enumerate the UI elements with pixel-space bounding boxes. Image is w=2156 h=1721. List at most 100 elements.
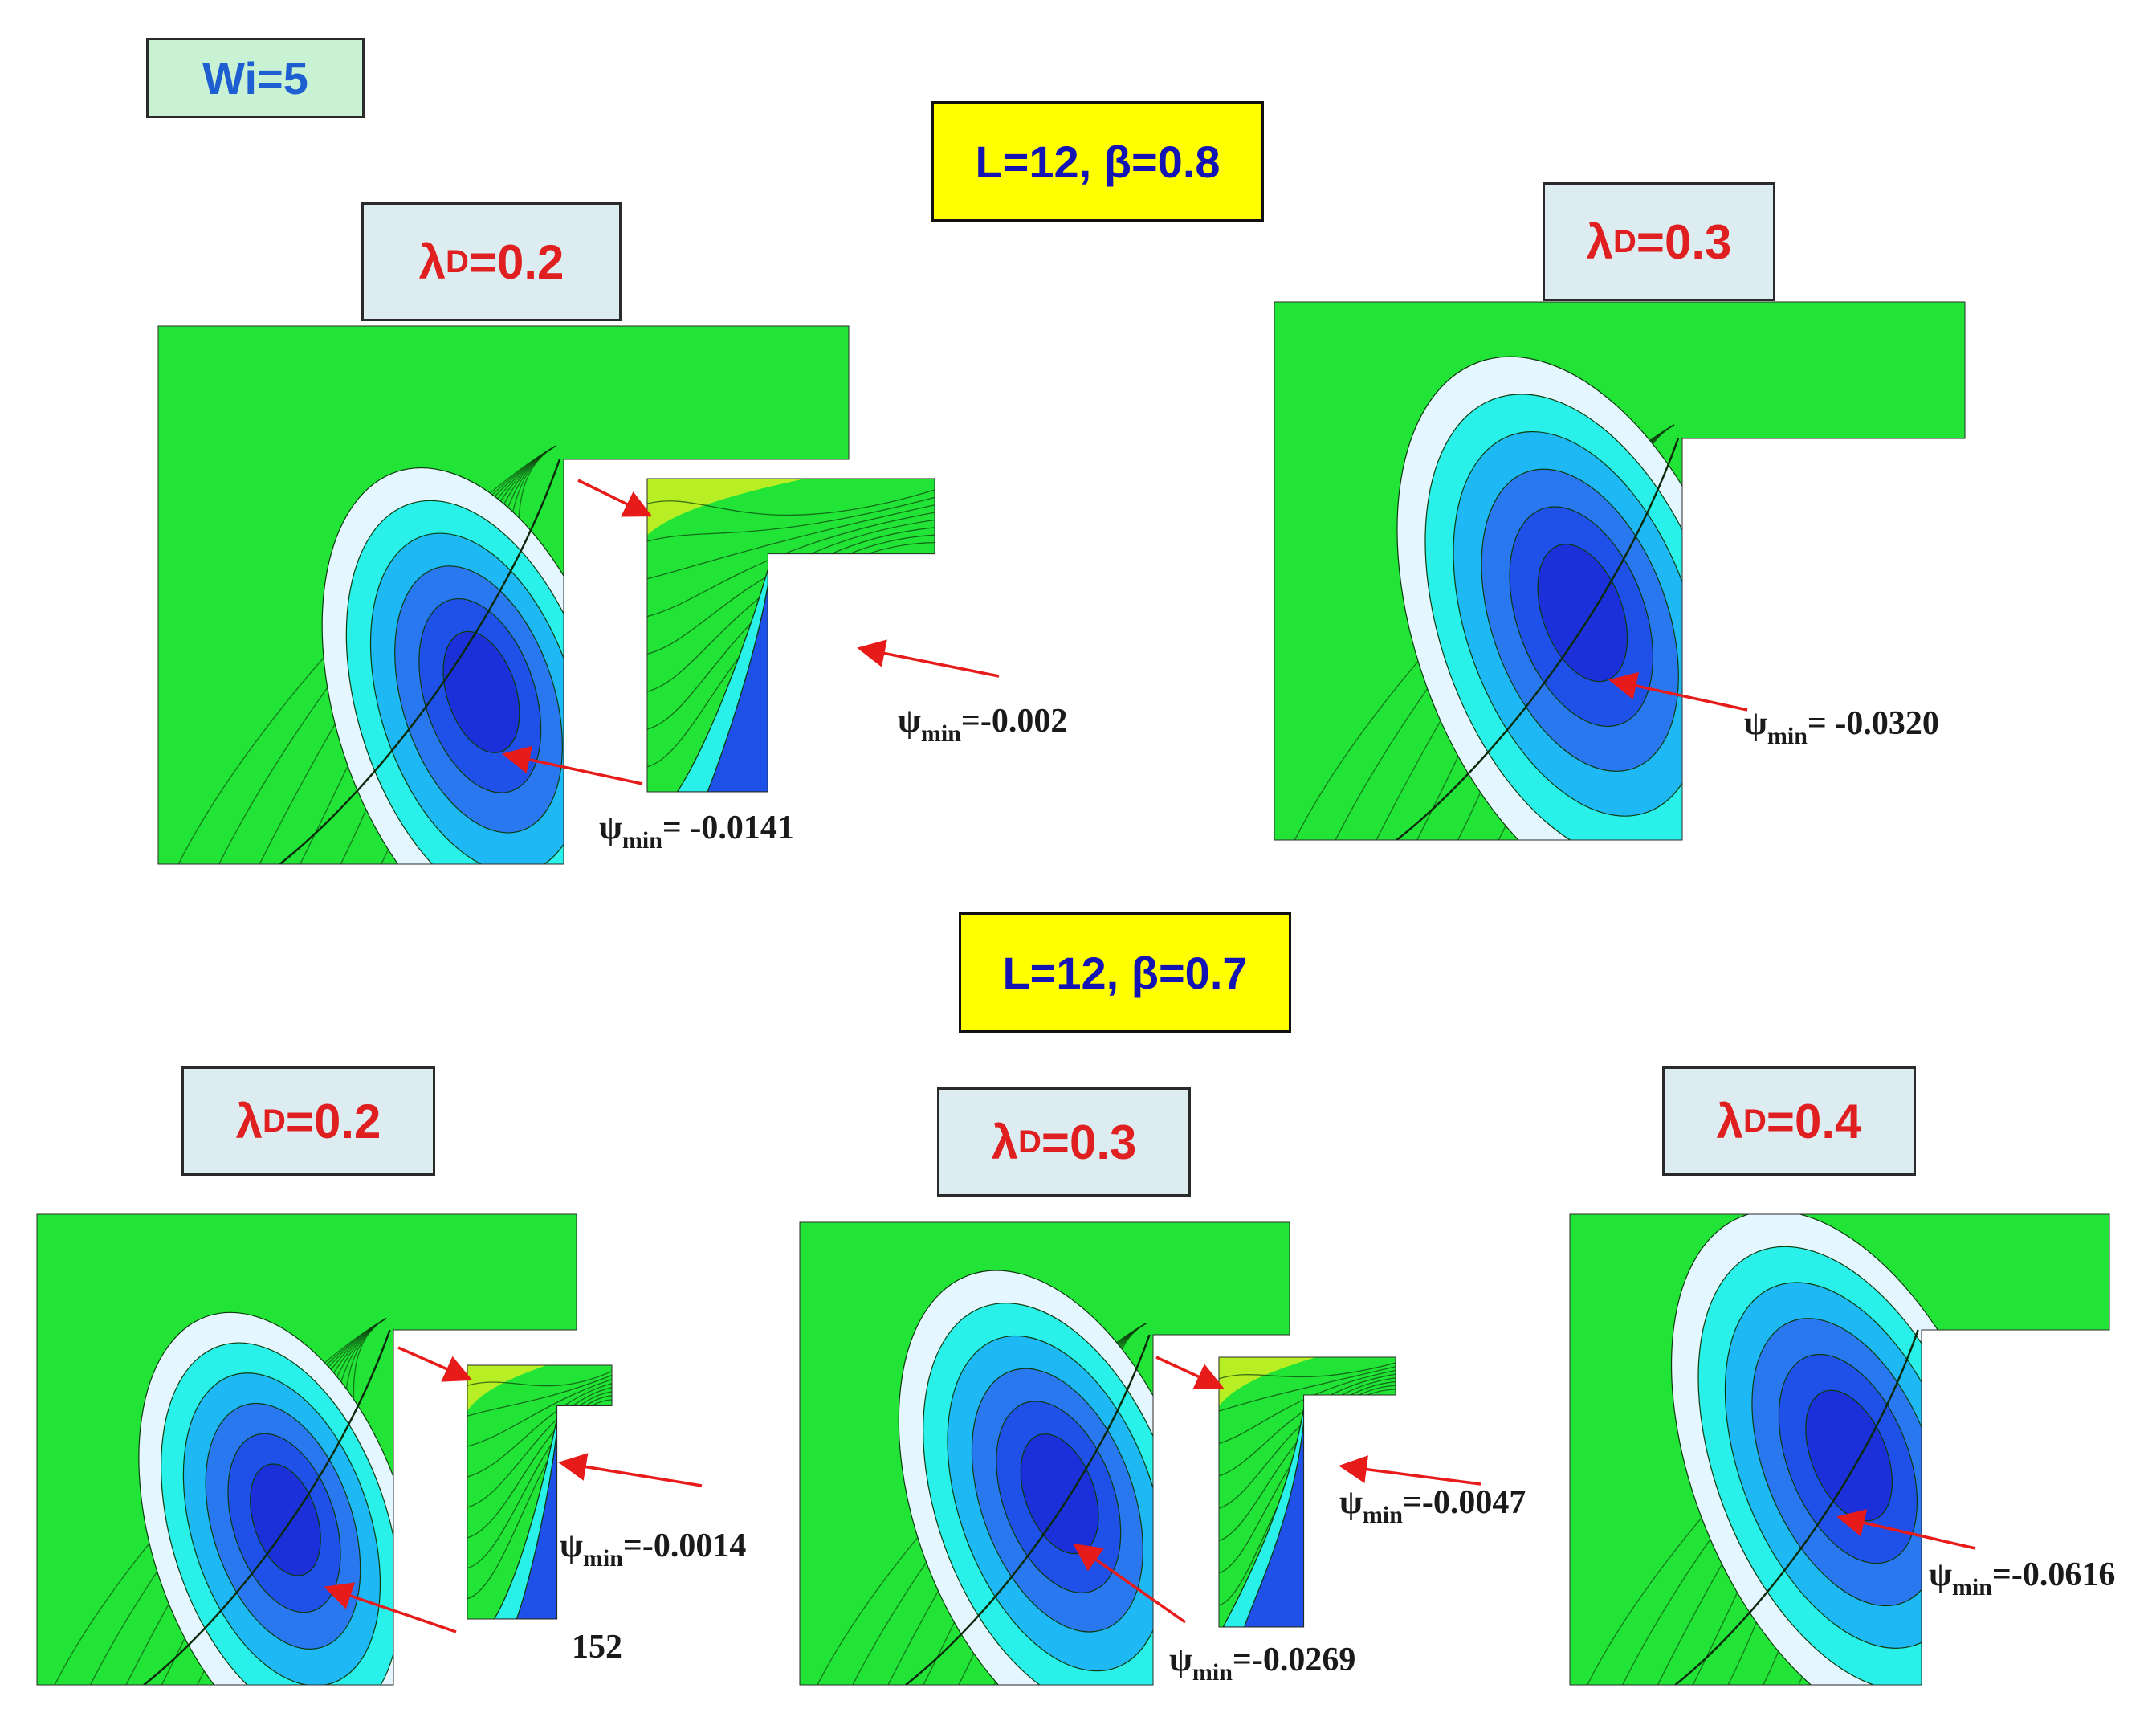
- psi-value: =-0.0014: [622, 1527, 747, 1564]
- inset-contour-line: [467, 1395, 612, 1569]
- lambda-symbol: λ: [1586, 214, 1614, 269]
- inset-contour-line: [647, 489, 935, 516]
- contour-fill-group: [158, 326, 849, 864]
- vortex-contour: [1805, 1389, 1893, 1522]
- inset-contour-line: [467, 1370, 612, 1387]
- lambda-symbol: λ: [418, 234, 446, 289]
- case-label-beta-0-8: L=12, β=0.8: [931, 101, 1264, 222]
- psi-min-label-inset-beta-0-7-lambda-0-3: ψmin=-0.0047: [1339, 1486, 1526, 1527]
- annotation-arrow: [577, 479, 653, 517]
- annotation-arrow: [324, 1582, 457, 1633]
- inset-contour-beta-0-8-lambda-0-2: [646, 478, 935, 793]
- contour-fill-group: [1570, 1214, 2109, 1685]
- inset-contour-beta-0-7-lambda-0-3: [1218, 1356, 1396, 1628]
- annotation-arrow: [1155, 1356, 1225, 1390]
- annotation-arrow: [502, 745, 643, 785]
- psi-subscript: min: [582, 1545, 623, 1572]
- lambda-value: =0.2: [468, 234, 564, 289]
- vortex-contour: [1537, 544, 1628, 683]
- psi-value: = -0.0141: [662, 810, 794, 846]
- inset-band: [1219, 1357, 1316, 1406]
- psi-min-label-beta-0-7-lambda-0-2: ψmin=-0.0014: [560, 1529, 746, 1571]
- vortex-contour: [250, 1463, 321, 1576]
- contour-panel-beta-0-7-lambda-0-4: [1569, 1213, 2110, 1686]
- psi-min-label-beta-0-7-lambda-0-3: ψmin=-0.0269: [1169, 1643, 1355, 1685]
- panel-outline: [1569, 1213, 2110, 1686]
- inset-contour-line: [1219, 1366, 1396, 1412]
- separating-streamline: [905, 1334, 1151, 1685]
- inset-outline: [467, 1364, 613, 1620]
- lambda-subscript: D: [1018, 1124, 1041, 1160]
- inset-vortex-core: [516, 1431, 558, 1619]
- lambda-symbol: λ: [991, 1115, 1019, 1169]
- lambda-value: =0.2: [285, 1094, 381, 1148]
- inset-contour-line: [1219, 1377, 1396, 1509]
- psi-min-label-inset-beta-0-8-lambda-0-2: ψmin=-0.002: [898, 704, 1067, 746]
- lambda-label-top-right: λ D =0.3: [1543, 182, 1775, 301]
- psi-min-label-beta-0-8-lambda-0-2: ψmin= -0.0141: [599, 811, 794, 853]
- psi-symbol: ψ: [1929, 1556, 1952, 1593]
- inset-vortex-core: [707, 585, 769, 792]
- vortex-contour: [442, 630, 520, 753]
- separating-streamline: [1674, 1329, 1919, 1685]
- inset-contour-line: [1219, 1362, 1396, 1380]
- annotation-arrow: [1608, 671, 1748, 712]
- annotation-arrow: [1339, 1455, 1481, 1486]
- lambda-label-top-left: λ D =0.2: [361, 202, 622, 321]
- inset-contour-line: [1219, 1380, 1396, 1542]
- panel-outline: [157, 325, 850, 865]
- separating-streamline: [279, 459, 561, 864]
- psi-symbol: ψ: [1744, 705, 1767, 742]
- psi-symbol: ψ: [560, 1527, 583, 1564]
- separating-streamline: [143, 1329, 391, 1685]
- lambda-value: =0.3: [1636, 214, 1732, 269]
- lambda-label-bottom-left: λ D =0.2: [181, 1066, 435, 1176]
- lambda-subscript: D: [446, 243, 469, 279]
- psi-subscript: min: [1192, 1659, 1233, 1686]
- inset-contour-line: [647, 519, 935, 655]
- annotation-arrow: [857, 639, 1000, 678]
- inset-contour-line: [1219, 1373, 1396, 1477]
- inset-outline: [646, 478, 935, 793]
- psi-symbol: ψ: [1169, 1641, 1192, 1678]
- wi-label: Wi=5: [146, 38, 365, 118]
- contour-band: [158, 326, 849, 864]
- case-label-beta-0-7: L=12, β=0.7: [959, 912, 1291, 1033]
- inset-band: [467, 1365, 547, 1411]
- inset-contour-line: [647, 504, 935, 580]
- psi-subscript: min: [622, 827, 662, 854]
- lambda-label-bottom-right: λ D =0.4: [1662, 1066, 1916, 1176]
- panel-outline: [36, 1213, 577, 1686]
- psi-symbol: ψ: [1339, 1484, 1363, 1521]
- lambda-symbol: λ: [235, 1094, 263, 1148]
- inset-contour-line: [467, 1379, 612, 1447]
- inset-contour-line: [467, 1391, 612, 1539]
- lambda-label-bottom-middle: λ D =0.3: [937, 1087, 1191, 1197]
- inset-contour-beta-0-7-lambda-0-2: [467, 1364, 613, 1620]
- inset-contour-line: [647, 496, 935, 542]
- psi-symbol: ψ: [898, 703, 921, 740]
- psi-subscript: min: [1951, 1574, 1992, 1601]
- inset-vortex-core: [1243, 1421, 1305, 1627]
- annotation-arrow: [558, 1453, 703, 1487]
- panel-outline: [1274, 301, 1966, 841]
- psi-value: =-0.0047: [1402, 1484, 1526, 1521]
- annotation-arrow: [1073, 1543, 1187, 1624]
- inset-band: [647, 479, 805, 536]
- annotation-arrow: [397, 1346, 473, 1382]
- extra-label-152: 152: [572, 1629, 622, 1666]
- inset-contour-line: [1219, 1369, 1396, 1445]
- panel-outline: [799, 1221, 1290, 1686]
- psi-value: =-0.002: [960, 703, 1068, 740]
- inset-contour-line: [647, 534, 935, 730]
- inset-contour-line: [647, 512, 935, 618]
- lambda-subscript: D: [1743, 1103, 1767, 1139]
- lambda-subscript: D: [1613, 223, 1636, 259]
- lambda-subscript: D: [263, 1103, 286, 1139]
- inset-contour-line: [647, 527, 935, 692]
- inset-contour-line: [467, 1383, 612, 1478]
- psi-min-label-beta-0-8-lambda-0-3: ψmin= -0.0320: [1744, 707, 1939, 748]
- psi-symbol: ψ: [599, 810, 622, 846]
- psi-subscript: min: [920, 720, 961, 747]
